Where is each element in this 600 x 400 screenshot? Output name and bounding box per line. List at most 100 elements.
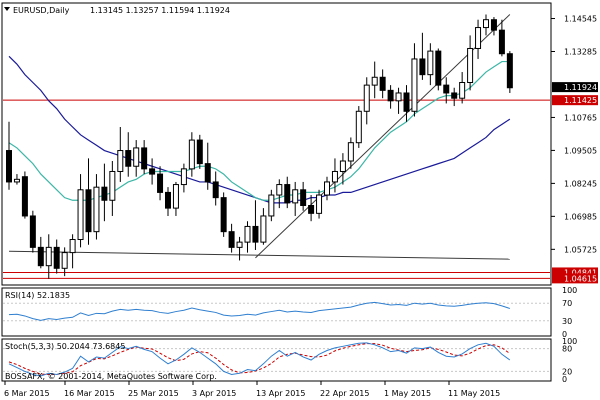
candle-body bbox=[212, 181, 219, 199]
candle-body bbox=[411, 58, 418, 112]
chart-symbol: EURUSD,Daily bbox=[13, 6, 70, 15]
candle-body bbox=[506, 53, 513, 89]
candle-body bbox=[316, 194, 323, 214]
candle-body bbox=[467, 47, 474, 84]
candle-body bbox=[483, 19, 489, 29]
candle-body bbox=[228, 231, 235, 248]
price-tick-label: 1.14545 bbox=[564, 15, 597, 24]
time-tick-label: 16 Mar 2015 bbox=[64, 389, 115, 398]
candle-body bbox=[403, 92, 410, 112]
rsi-scale-label: 0 bbox=[562, 330, 567, 339]
candle-body bbox=[69, 239, 76, 254]
candle-body bbox=[37, 246, 44, 267]
rsi-line bbox=[8, 301, 511, 321]
candle-body bbox=[379, 76, 386, 91]
candle-body bbox=[165, 191, 171, 209]
candle-body bbox=[371, 76, 378, 86]
stoch-scale-label: 20 bbox=[562, 367, 572, 376]
candle-body bbox=[443, 84, 450, 94]
stoch-scale-label: 100 bbox=[562, 337, 577, 346]
rsi-layer: 100 70 30 0 bbox=[3, 286, 577, 339]
candle-body bbox=[300, 189, 307, 206]
candle-body bbox=[435, 50, 442, 86]
candle-body bbox=[21, 176, 28, 217]
candle-body bbox=[292, 189, 299, 204]
candle-body bbox=[6, 150, 12, 183]
price-tick-label: 1.05725 bbox=[564, 245, 597, 254]
time-tick-label: 6 Mar 2015 bbox=[4, 389, 50, 398]
candle-body bbox=[61, 252, 68, 269]
rsi-scale-label: 100 bbox=[562, 286, 577, 295]
trendline bbox=[8, 250, 510, 260]
stoch-signal-line bbox=[8, 343, 511, 375]
price-tick-label: 1.13285 bbox=[564, 47, 597, 56]
time-tick-label: 11 May 2015 bbox=[448, 389, 500, 398]
candle-body bbox=[284, 184, 291, 204]
stoch-scale-label: 80 bbox=[562, 345, 572, 354]
candle-body bbox=[339, 160, 346, 172]
price-layer bbox=[3, 14, 550, 279]
rsi-panel-frame bbox=[1, 287, 552, 337]
low-level-tag-1: 1.04841 bbox=[564, 268, 597, 277]
time-axis: 6 Mar 2015 16 Mar 2015 25 Mar 2015 3 Apr 20… bbox=[4, 381, 500, 398]
candle-body bbox=[427, 50, 434, 76]
level-price-tag-bg bbox=[552, 95, 598, 106]
time-tick-label: 3 Apr 2015 bbox=[192, 389, 236, 398]
candle-body bbox=[220, 197, 227, 233]
current-price-tag: 1.11924 bbox=[564, 83, 597, 92]
chart-ohlc: 1.13145 1.13257 1.11594 1.11924 bbox=[90, 6, 230, 15]
time-tick-label: 22 Apr 2015 bbox=[320, 389, 369, 398]
candle-body bbox=[363, 84, 370, 112]
low-level-tag-2: 1.04615 bbox=[564, 274, 597, 283]
candle-body bbox=[419, 58, 426, 76]
rsi-title: RSI(14) 52.1835 bbox=[5, 291, 70, 300]
candle-body bbox=[276, 184, 283, 196]
price-tick-label: 1.06985 bbox=[564, 212, 597, 221]
time-tick-label: 1 May 2015 bbox=[384, 389, 431, 398]
candle-body bbox=[475, 27, 482, 49]
price-tick-label: 1.09505 bbox=[564, 146, 597, 155]
price-scale: 1.14545 1.13285 1.10765 1.09505 1.08245 1.069… bbox=[551, 15, 598, 284]
candle-body bbox=[498, 29, 505, 55]
candle-body bbox=[252, 225, 259, 243]
time-tick-label: 25 Mar 2015 bbox=[128, 389, 179, 398]
candle-body bbox=[236, 241, 243, 248]
candle-body bbox=[109, 170, 116, 201]
candle-body bbox=[331, 170, 338, 183]
candle-body bbox=[459, 82, 466, 99]
copyright-watermark: BOSSAFX, © 2001-2014, MetaQuotes Softwar… bbox=[5, 372, 217, 381]
candle-body bbox=[180, 168, 187, 186]
stoch-main-line bbox=[8, 342, 511, 377]
price-plot bbox=[3, 14, 550, 279]
ma-fast-line bbox=[8, 60, 510, 201]
candle-body bbox=[117, 150, 124, 172]
candle-body bbox=[324, 181, 330, 196]
candle-body bbox=[268, 194, 275, 217]
candle-body bbox=[347, 142, 354, 162]
candle-body bbox=[157, 173, 164, 193]
candle-body bbox=[141, 147, 148, 170]
candle-body bbox=[196, 139, 203, 165]
menu-arrow-icon[interactable] bbox=[4, 7, 10, 11]
candle-body bbox=[387, 89, 394, 102]
price-tick-label: 1.08245 bbox=[564, 179, 597, 188]
candle-body bbox=[260, 215, 267, 243]
low-level-tag-2-bg bbox=[552, 273, 598, 284]
candle-body bbox=[188, 139, 195, 170]
candle-body bbox=[355, 110, 362, 144]
candle-body bbox=[77, 189, 84, 241]
candle-body bbox=[53, 246, 60, 269]
candle-body bbox=[244, 225, 251, 243]
stoch-scale-label: 0 bbox=[562, 375, 567, 384]
candle-body bbox=[85, 189, 92, 233]
current-price-tag-bg bbox=[552, 82, 598, 93]
candle-body bbox=[149, 168, 156, 175]
candle-body bbox=[133, 147, 140, 167]
candle-body bbox=[204, 163, 211, 183]
candle-body bbox=[451, 92, 458, 99]
rsi-scale-label: 30 bbox=[562, 317, 572, 326]
candle-body bbox=[45, 246, 52, 267]
candle-body bbox=[395, 92, 402, 102]
